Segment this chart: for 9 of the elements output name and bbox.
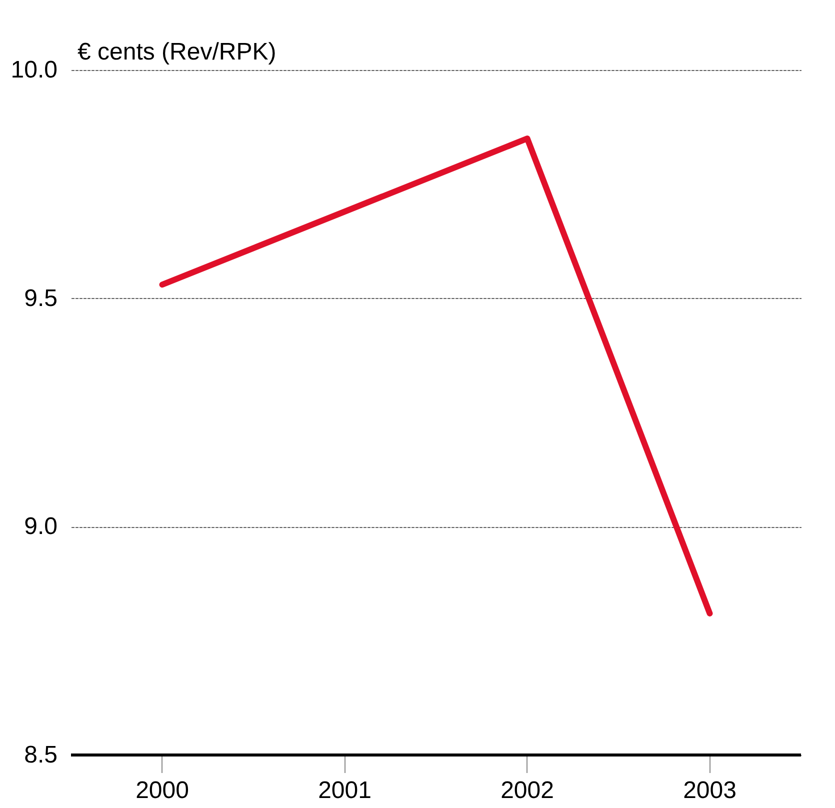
x-tick-label: 2002 xyxy=(500,777,554,804)
y-tick-label: 10.0 xyxy=(10,56,58,84)
x-tick-label: 2001 xyxy=(318,777,372,804)
y-tick-label: 9.5 xyxy=(24,284,58,312)
x-tick-label: 2000 xyxy=(136,777,189,804)
y-tick-label: 9.0 xyxy=(24,513,58,540)
y-tick-label: 8.5 xyxy=(24,742,58,768)
x-tick-label: 2003 xyxy=(683,777,736,804)
y-axis-title: € cents (Rev/RPK) xyxy=(78,38,276,66)
